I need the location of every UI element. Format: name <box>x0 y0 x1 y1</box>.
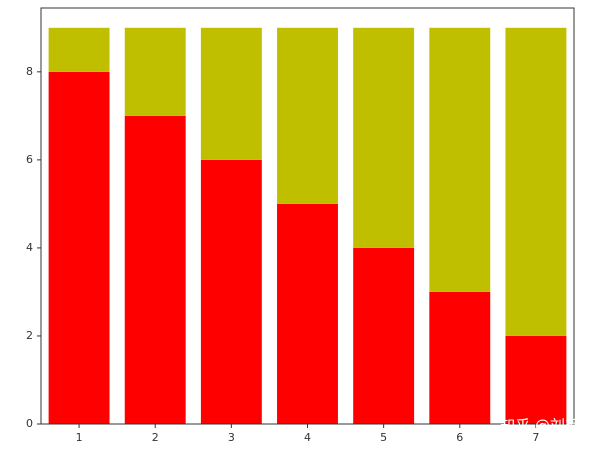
bar-segment <box>505 27 567 336</box>
x-tick-label: 7 <box>532 431 539 444</box>
bar-segment <box>200 159 262 424</box>
y-tick-label: 6 <box>26 153 33 166</box>
bar-segment <box>124 27 186 116</box>
bar-segment <box>353 27 415 248</box>
x-tick-label: 3 <box>228 431 235 444</box>
x-tick-label: 6 <box>456 431 463 444</box>
y-tick-label: 8 <box>26 65 33 78</box>
x-tick-label: 1 <box>76 431 83 444</box>
y-tick-label: 0 <box>26 417 33 430</box>
bar-segment <box>48 27 110 72</box>
bar-segment <box>505 335 567 424</box>
y-tick-label: 4 <box>26 241 33 254</box>
bar-segment <box>124 115 186 424</box>
bar-segment <box>200 27 262 160</box>
bar-segment <box>429 291 491 424</box>
x-tick-label: 5 <box>380 431 387 444</box>
plot-frame <box>40 7 575 425</box>
bar-segment <box>277 27 338 204</box>
bar-segment <box>48 71 110 424</box>
bar-segment <box>277 203 338 424</box>
watermark: 知乎 @刘毛毛 <box>500 417 595 435</box>
bar-segment <box>353 247 415 424</box>
x-tick-label: 4 <box>304 431 311 444</box>
bar-segment <box>429 27 491 292</box>
x-tick-label: 2 <box>152 431 159 444</box>
y-tick-label: 2 <box>26 329 33 342</box>
